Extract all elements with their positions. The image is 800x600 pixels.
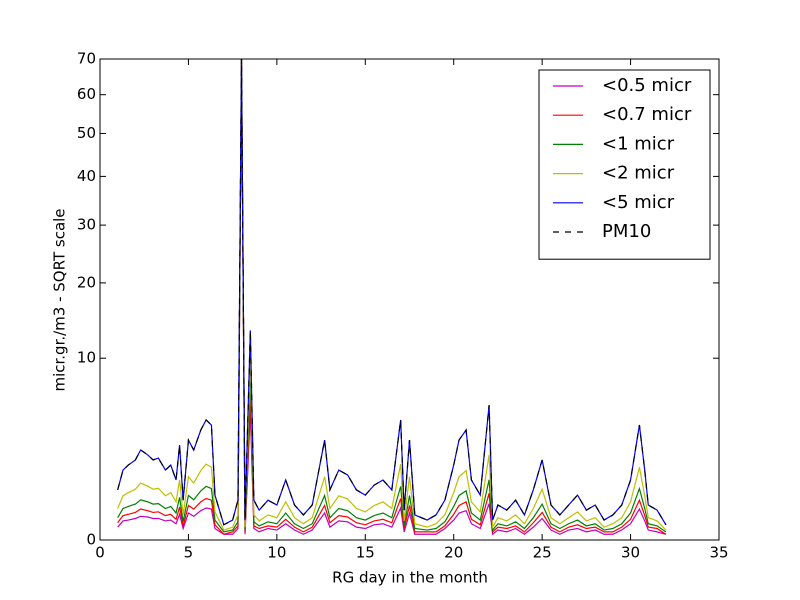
y-tick-label: 30 bbox=[77, 216, 96, 234]
x-tick-label: 15 bbox=[356, 544, 375, 562]
y-tick-label: 0 bbox=[86, 531, 96, 549]
plot-frame bbox=[99, 58, 720, 541]
y-tick-label: 60 bbox=[77, 85, 96, 103]
legend-box bbox=[538, 69, 711, 260]
series-line bbox=[117, 59, 667, 536]
y-tick-label: 70 bbox=[77, 50, 96, 68]
series-line bbox=[117, 59, 667, 535]
x-tick-label: 30 bbox=[621, 544, 640, 562]
x-tick-label: 20 bbox=[444, 544, 463, 562]
legend-label: <0.7 micr bbox=[602, 104, 692, 125]
x-axis-label: RG day in the month bbox=[332, 569, 488, 587]
series-line bbox=[117, 59, 667, 531]
legend-label: PM10 bbox=[602, 221, 651, 242]
x-tick-label: 10 bbox=[267, 544, 286, 562]
y-tick-label: 40 bbox=[77, 167, 96, 185]
y-tick-label: 20 bbox=[77, 273, 96, 291]
y-tick-label: 50 bbox=[77, 124, 96, 142]
legend-label: <0.5 micr bbox=[602, 75, 692, 96]
legend-label: <2 micr bbox=[602, 163, 675, 184]
x-tick-label: 25 bbox=[533, 544, 552, 562]
series-line bbox=[117, 59, 667, 533]
series-line bbox=[117, 59, 667, 526]
y-tick-label: 10 bbox=[77, 349, 96, 367]
legend-label: <1 micr bbox=[602, 133, 675, 154]
x-tick-label: 35 bbox=[709, 544, 728, 562]
legend-label: <5 micr bbox=[602, 192, 675, 213]
x-tick-label: 5 bbox=[184, 544, 194, 562]
x-tick-label: 0 bbox=[95, 544, 105, 562]
y-axis-label: micr.gr./m3 - SQRT scale bbox=[51, 208, 69, 391]
